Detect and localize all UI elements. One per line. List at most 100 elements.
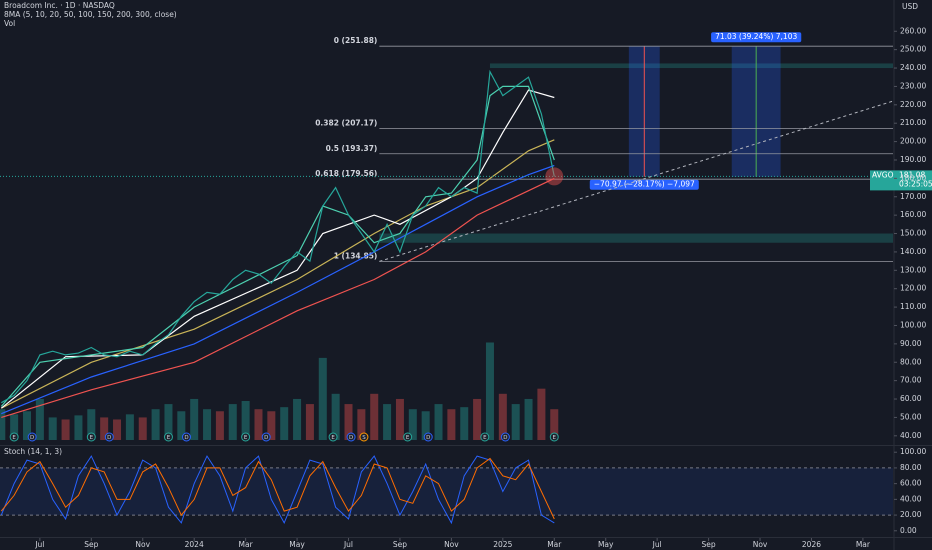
event-marker (104, 432, 114, 442)
volume-bar (113, 419, 122, 440)
volume-bar (215, 411, 224, 440)
y-tick-label: 50.00 (900, 412, 922, 421)
x-tick-label: Sep (702, 540, 716, 549)
volume-bar (228, 404, 237, 440)
x-tick-label: Jul (34, 540, 44, 549)
y-tick-label: 130.00 (900, 265, 926, 274)
event-marker (346, 432, 356, 442)
volume-bar (151, 409, 160, 440)
event-label: D (426, 435, 430, 441)
volume-bar (138, 417, 147, 440)
price-tag: 181.08 (899, 170, 925, 179)
volume-bar (395, 398, 404, 440)
stoch-line (0, 457, 555, 520)
y-tick-label: 210.00 (900, 118, 926, 127)
volume-bar (164, 404, 173, 440)
volume-bar (203, 409, 212, 440)
y-tick-label: 110.00 (900, 302, 926, 311)
event-label: D (107, 435, 111, 441)
event-label: E (167, 435, 171, 441)
event-label: E (406, 435, 410, 441)
volume-bar (550, 409, 559, 440)
event-label: D (503, 435, 507, 441)
volume-bar (370, 393, 379, 440)
fib-label: 1 (134.85) (334, 251, 378, 260)
zone (489, 63, 893, 69)
volume-bar (190, 398, 199, 440)
event-label: E (483, 435, 487, 441)
volume-bar (485, 342, 494, 440)
event-marker (359, 432, 369, 442)
y-tick-label: 120.00 (900, 284, 926, 293)
volume-bar (344, 404, 353, 440)
volume-bar (48, 417, 57, 440)
x-tick-label: Jul (652, 540, 662, 549)
x-tick-label: Mar (547, 540, 562, 549)
volume-bar (241, 401, 250, 440)
event-label: E (331, 435, 335, 441)
volume-bar (305, 404, 314, 440)
event-label: S (362, 435, 366, 441)
event-marker (86, 432, 96, 442)
stoch-label: Stoch (14, 1, 3) (4, 447, 62, 456)
volume-bar (537, 388, 546, 440)
event-label: D (30, 435, 34, 441)
volume-bar (23, 411, 32, 440)
event-marker (423, 432, 433, 442)
volume-bar (177, 411, 186, 440)
currency-label: USD (902, 2, 918, 11)
y-tick-label: 170.00 (900, 192, 926, 201)
x-tick-label: May (289, 540, 305, 549)
y-tick-label: 180.00 (900, 173, 926, 182)
y-tick-label: 40.00 (900, 431, 922, 440)
fib-label: 0.5 (193.37) (326, 144, 378, 153)
event-marker (181, 432, 191, 442)
stoch-band (0, 467, 893, 516)
y-tick-label: 250.00 (900, 45, 926, 54)
y-tick-label: 190.00 (900, 155, 926, 164)
x-tick-label: 2026 (802, 540, 821, 549)
y-tick-label: 160.00 (900, 210, 926, 219)
volume-bar (331, 393, 340, 440)
stoch-line (0, 455, 555, 525)
event-marker (261, 432, 271, 442)
volume-bar (511, 404, 520, 440)
event-marker (549, 432, 559, 442)
event-marker (9, 432, 19, 442)
x-tick-label: Sep (393, 540, 407, 549)
event-label: E (12, 435, 16, 441)
volume-bar (434, 404, 443, 440)
volume-bar (254, 409, 263, 440)
y-tick-label: 100.00 (900, 320, 926, 329)
event-marker (163, 432, 173, 442)
volume-label: Vol (4, 19, 15, 28)
volume-bar (10, 414, 19, 440)
volume-bar (125, 414, 134, 440)
x-tick-label: Nov (444, 540, 459, 549)
measure-label: −70.97 (−28.17%) −7,097 (594, 180, 695, 189)
y-tick-label: 0.00 (900, 526, 917, 535)
y-tick-label: 260.00 (900, 26, 926, 35)
highlight-circle (545, 167, 564, 186)
y-tick-label: 80.00 (900, 357, 922, 366)
x-tick-label: Nov (135, 540, 150, 549)
x-tick-label: 2025 (493, 540, 512, 549)
x-tick-label: Nov (753, 540, 768, 549)
y-tick-label: 150.00 (900, 229, 926, 238)
x-tick-label: Jul (343, 540, 353, 549)
countdown: 03:25:05 (899, 179, 932, 188)
volume-bar (421, 411, 430, 440)
measure-label-bg (711, 32, 802, 43)
price-tag-bg (870, 170, 932, 191)
chart-title: Broadcom Inc. · 1D · NASDAQ (4, 1, 115, 10)
volume-bar (447, 409, 456, 440)
y-tick-label: 220.00 (900, 100, 926, 109)
moving-average (1, 177, 555, 418)
fib-label: 0.382 (207.17) (315, 118, 377, 127)
event-label: E (244, 435, 248, 441)
x-tick-label: May (598, 540, 614, 549)
chart-layer: −70.97 (−28.17%) −7,097 71.03 (39.24%) 7,… (0, 26, 932, 549)
event-marker (480, 432, 490, 442)
